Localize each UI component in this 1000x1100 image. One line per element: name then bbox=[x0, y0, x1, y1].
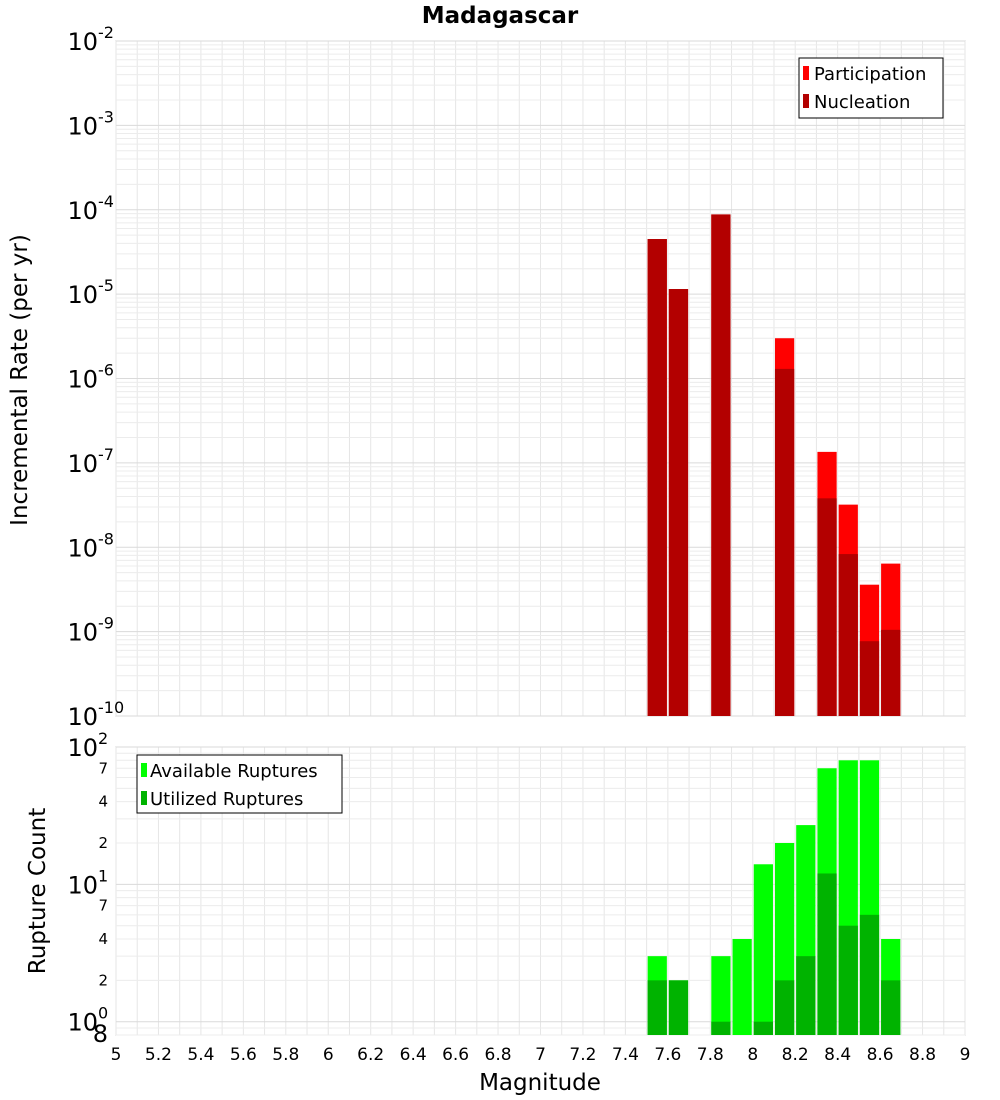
x-tick-19: 8.8 bbox=[909, 1045, 936, 1065]
bottom-bars bbox=[647, 760, 901, 1035]
bottom-bar-1-8 bbox=[838, 925, 858, 1035]
bottom-bar-0-4 bbox=[753, 864, 773, 1035]
bottom-bar-0-3 bbox=[732, 939, 752, 1035]
x-tick-1: 5.2 bbox=[145, 1045, 172, 1065]
top-ytick-exp-6: -4 bbox=[98, 192, 114, 211]
top-grid bbox=[115, 40, 966, 717]
bottom-minor-tick-0: 2 bbox=[98, 971, 108, 989]
top-ytick-6: 10 bbox=[67, 197, 98, 225]
top-ytick-3: 10 bbox=[67, 450, 98, 478]
x-tick-11: 7.2 bbox=[569, 1045, 596, 1065]
bottom-ytick-exp-0: 0 bbox=[98, 1004, 108, 1023]
top-ytick-exp-4: -6 bbox=[98, 361, 114, 380]
x-tick-12: 7.4 bbox=[612, 1045, 639, 1065]
top-ytick-1: 10 bbox=[67, 619, 98, 647]
top-bar-1-0 bbox=[647, 239, 667, 716]
legend-swatch-utilized bbox=[141, 791, 147, 805]
bottom-minor-tick-2: 7 bbox=[98, 897, 108, 915]
bottom-bar-0-2 bbox=[711, 956, 731, 1035]
legend-label-available: Available Ruptures bbox=[150, 761, 318, 782]
bottom-legend-box bbox=[136, 754, 343, 814]
bottom-bar-1-10 bbox=[881, 980, 901, 1035]
bottom-bar-1-0 bbox=[647, 980, 667, 1035]
legend-label-participation: Participation bbox=[814, 64, 926, 85]
x-tick-labels: 5 5.2 5.4 5.6 5.8 6 6.2 6.4 6.6 6.8 7 7.2 7.4 7.6 7.8 8… bbox=[111, 1045, 971, 1065]
chart-title: Madagascar bbox=[422, 3, 579, 29]
x-tick-16: 8.2 bbox=[782, 1045, 809, 1065]
x-tick-14: 7.8 bbox=[697, 1045, 724, 1065]
bottom-bar-1-1 bbox=[668, 980, 689, 1035]
x-tick-20: 9 bbox=[960, 1045, 971, 1065]
bottom-ytick-exp-1: 1 bbox=[98, 866, 108, 885]
bottom-ytick-exp-2: 2 bbox=[98, 729, 108, 748]
top-ytick-5: 10 bbox=[67, 281, 98, 309]
bottom-axis-min-label: 8 bbox=[93, 1020, 108, 1048]
legend-swatch-nucleation bbox=[803, 94, 809, 108]
top-ytick-4: 10 bbox=[67, 366, 98, 394]
bottom-bar-1-9 bbox=[859, 914, 880, 1035]
legend-label-utilized: Utilized Ruptures bbox=[150, 789, 303, 810]
x-tick-0: 5 bbox=[111, 1045, 122, 1065]
top-bar-1-7 bbox=[881, 629, 901, 716]
x-tick-7: 6.4 bbox=[400, 1045, 427, 1065]
x-tick-9: 6.8 bbox=[485, 1045, 512, 1065]
x-tick-2: 5.4 bbox=[187, 1045, 214, 1065]
bottom-minor-tick-1: 4 bbox=[98, 930, 108, 948]
bottom-minor-tick-5: 7 bbox=[98, 759, 108, 777]
legend-label-nucleation: Nucleation bbox=[814, 92, 910, 113]
top-ytick-exp-7: -3 bbox=[98, 107, 114, 126]
x-tick-4: 5.8 bbox=[272, 1045, 299, 1065]
top-ytick-exp-8: -2 bbox=[98, 23, 114, 42]
bottom-minor-tick-4: 4 bbox=[98, 793, 108, 811]
x-tick-13: 7.6 bbox=[654, 1045, 681, 1065]
x-tick-5: 6 bbox=[323, 1045, 334, 1065]
bottom-y-axis-label: Rupture Count bbox=[25, 808, 51, 974]
top-ytick-exp-0: -10 bbox=[98, 698, 124, 717]
x-tick-15: 8 bbox=[747, 1045, 758, 1065]
bottom-bar-1-4 bbox=[753, 1021, 773, 1035]
bottom-bar-1-5 bbox=[774, 980, 795, 1035]
bottom-legend: Available Ruptures Utilized Ruptures bbox=[136, 754, 343, 814]
top-ytick-7: 10 bbox=[67, 112, 98, 140]
top-ytick-2: 10 bbox=[67, 534, 98, 562]
bottom-bar-1-6 bbox=[796, 956, 816, 1035]
top-bar-1-2 bbox=[711, 214, 731, 717]
top-bar-1-1 bbox=[668, 289, 689, 716]
bottom-bar-1-7 bbox=[817, 873, 837, 1035]
top-ytick-0: 10 bbox=[67, 703, 98, 731]
x-tick-8: 6.6 bbox=[442, 1045, 469, 1065]
legend-swatch-available bbox=[141, 763, 147, 777]
bottom-ytick-0: 10 bbox=[67, 1009, 98, 1037]
top-ytick-exp-5: -5 bbox=[98, 276, 114, 295]
top-bar-1-5 bbox=[838, 554, 858, 716]
top-ytick-exp-3: -7 bbox=[98, 445, 114, 464]
x-tick-6: 6.2 bbox=[357, 1045, 384, 1065]
top-bar-1-6 bbox=[859, 641, 880, 716]
bottom-ytick-1: 10 bbox=[67, 871, 98, 899]
top-bar-1-4 bbox=[817, 498, 837, 716]
top-bars bbox=[647, 214, 901, 717]
x-tick-18: 8.6 bbox=[867, 1045, 894, 1065]
top-ytick-exp-2: -8 bbox=[98, 529, 114, 548]
x-tick-10: 7 bbox=[535, 1045, 546, 1065]
top-bar-1-3 bbox=[774, 368, 795, 716]
bottom-bar-1-2 bbox=[711, 1021, 731, 1035]
legend-swatch-participation bbox=[803, 66, 809, 80]
top-legend-box bbox=[798, 57, 944, 119]
bottom-ytick-2: 10 bbox=[67, 734, 98, 762]
top-legend: Participation Nucleation bbox=[798, 57, 944, 119]
top-y-axis-label: Incremental Rate (per yr) bbox=[7, 234, 33, 526]
top-ytick-exp-1: -9 bbox=[98, 614, 114, 633]
top-ytick-8: 10 bbox=[67, 28, 98, 56]
bottom-minor-tick-3: 2 bbox=[98, 834, 108, 852]
x-tick-17: 8.4 bbox=[824, 1045, 851, 1065]
x-tick-3: 5.6 bbox=[230, 1045, 257, 1065]
x-axis-label: Magnitude bbox=[479, 1070, 601, 1096]
